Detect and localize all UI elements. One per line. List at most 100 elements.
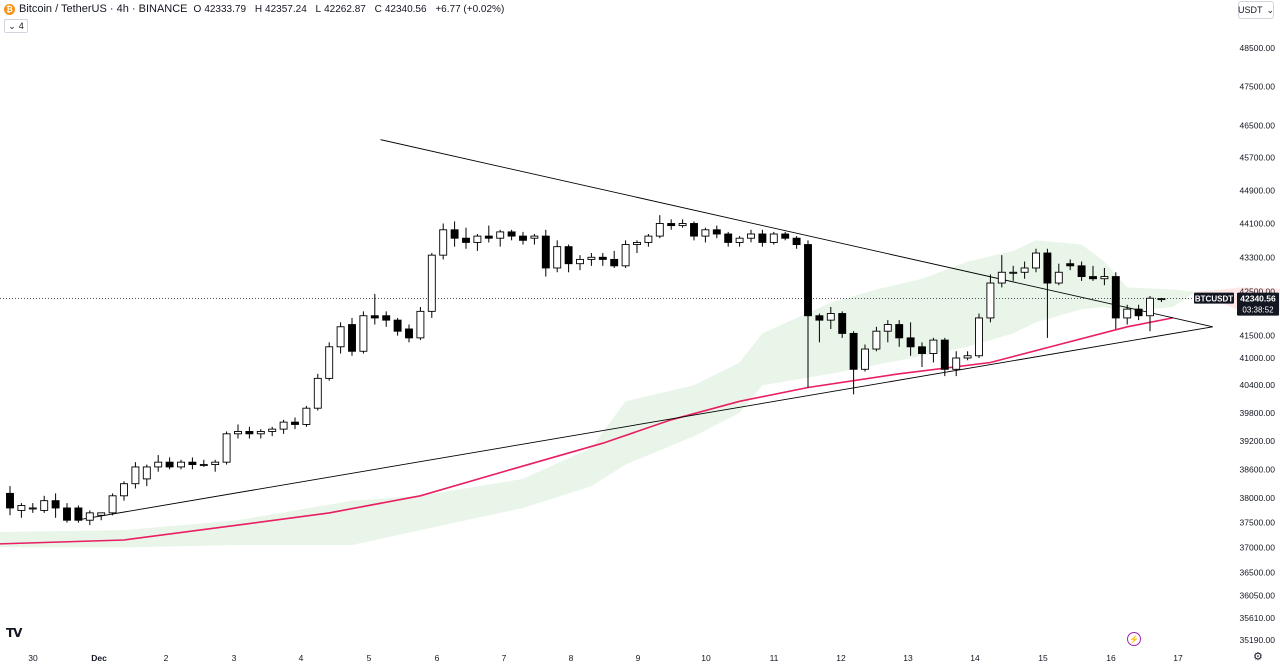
y-tick-label: 48500.00 (1240, 43, 1276, 53)
candle-up (1123, 308, 1132, 319)
x-tick-label: 15 (1038, 653, 1048, 663)
x-tick-label: 14 (970, 653, 980, 663)
currency-selector[interactable]: USDT ⌄ (1238, 1, 1274, 19)
candle-down (6, 492, 14, 509)
candle-down (291, 421, 299, 425)
candle-down (507, 231, 516, 237)
upper-trendline (380, 139, 1213, 328)
candle-down (393, 319, 402, 332)
candle-down (1089, 276, 1097, 280)
candle-down (610, 258, 619, 267)
candle-down (564, 246, 573, 265)
candle-down (370, 315, 379, 319)
candle-down (348, 324, 356, 352)
candle-down (1134, 308, 1143, 317)
candle-up (747, 233, 755, 239)
x-tick-label: Dec (91, 653, 107, 663)
candle-down (815, 315, 824, 321)
candle-up (883, 324, 892, 332)
indicators-toggle-button[interactable]: ⌄ 4 (4, 19, 28, 33)
candle-up (268, 428, 277, 432)
moving-average-line (0, 317, 1173, 545)
candle-up (359, 315, 368, 352)
candle-down (598, 256, 607, 260)
y-tick-label: 35610.00 (1240, 613, 1276, 623)
x-tick-label: 11 (770, 653, 779, 663)
candle-up (439, 229, 448, 256)
candle-up (952, 357, 961, 370)
chevron-down-icon: ⌄ (8, 20, 16, 31)
candle-down (781, 233, 790, 239)
gear-icon[interactable]: ⚙ (1253, 651, 1263, 663)
open-label: O (193, 3, 202, 15)
candle-up (769, 233, 778, 243)
candle-up (427, 254, 436, 312)
candle-up (325, 346, 334, 379)
candle-down (462, 237, 470, 243)
candle-up (142, 466, 151, 480)
x-tick-label: 16 (1106, 653, 1116, 663)
ohlc-values: O 42333.79 H 42357.24 L 42262.87 C 42340.56 … (194, 4, 508, 15)
lower-trendline (76, 326, 1213, 521)
candle-down (712, 229, 721, 235)
candle-up (199, 464, 208, 466)
candle-down (519, 235, 527, 241)
candle-up (279, 421, 288, 430)
y-tick-label: 45700.00 (1240, 153, 1276, 163)
low-value: 42262.87 (324, 3, 366, 15)
candle-down (63, 507, 71, 521)
y-tick-label: 38000.00 (1240, 493, 1276, 503)
candle-down (849, 332, 858, 370)
ichimoku-cloud-green (0, 240, 1196, 548)
candle-down (895, 324, 904, 339)
candle-up (1146, 297, 1154, 317)
candle-up (963, 355, 972, 359)
close-value: 42340.56 (384, 3, 427, 15)
candle-down (940, 339, 949, 370)
x-tick-label: 5 (367, 653, 372, 663)
countdown-label: 03:38:52 (1242, 306, 1274, 315)
candle-up (154, 461, 163, 468)
x-tick-label: 8 (569, 653, 574, 663)
candle-down (74, 507, 83, 521)
candle-up (97, 512, 106, 516)
bitcoin-logo-icon: ₿ (4, 3, 15, 15)
ticker-label: BTCUSDT (1195, 295, 1233, 304)
indicator-count: 4 (18, 21, 24, 31)
candle-up (28, 507, 37, 510)
lightning-icon[interactable]: ⚡ (1127, 632, 1141, 646)
candle-up (222, 433, 231, 463)
candle-up (530, 235, 539, 239)
candle-up (826, 313, 835, 321)
x-tick-label: 9 (636, 653, 641, 663)
candle-up (929, 339, 938, 354)
candle-down (405, 328, 413, 339)
chevron-down-icon: ⌄ (1266, 4, 1275, 15)
candle-up (1157, 298, 1166, 301)
candle-down (792, 237, 801, 245)
x-tick-label: 2 (164, 653, 169, 663)
symbol-title[interactable]: Bitcoin / TetherUS · 4h · BINANCE (19, 3, 188, 15)
y-tick-label: 37000.00 (1240, 542, 1276, 552)
x-tick-label: 3 (232, 653, 237, 663)
candle-down (838, 313, 847, 334)
y-tick-label: 41500.00 (1240, 331, 1276, 341)
candle-down (758, 233, 767, 243)
x-tick-label: 30 (28, 653, 38, 663)
y-tick-label: 39800.00 (1240, 408, 1276, 418)
y-tick-label: 42500.00 (1240, 287, 1276, 297)
candle-up (735, 237, 744, 243)
close-label: C (374, 3, 382, 15)
x-tick-label: 7 (502, 653, 507, 663)
candle-down (188, 461, 197, 465)
candle-down (667, 223, 676, 227)
y-tick-label: 44100.00 (1240, 219, 1276, 229)
y-tick-label: 40400.00 (1240, 380, 1276, 390)
y-tick-label: 36050.00 (1240, 590, 1276, 600)
tradingview-logo-icon[interactable]: TV (6, 626, 23, 640)
candle-down (1066, 263, 1075, 267)
currency-label: USDT (1237, 5, 1263, 15)
candle-down (541, 235, 550, 269)
candle-up (1032, 252, 1040, 269)
